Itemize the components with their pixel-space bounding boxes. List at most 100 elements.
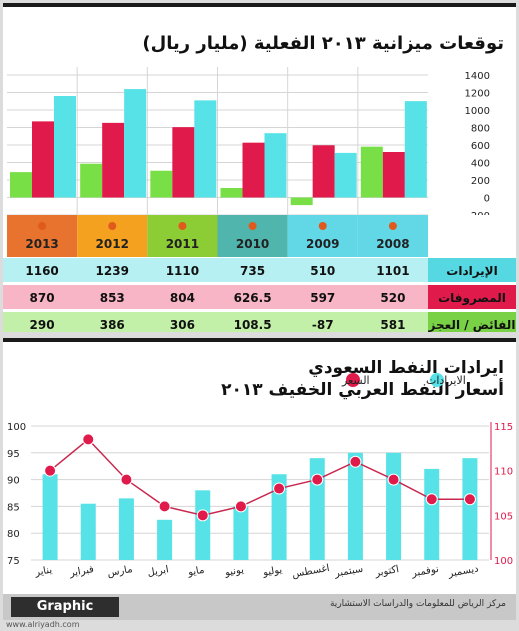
month-label: مارس [106,564,133,579]
bar [382,152,405,198]
left-tick-label: 95 [7,449,20,460]
year-label: 2012 [96,237,129,251]
band-filler [428,215,516,257]
table-cell: 386 [100,318,125,332]
bar [347,452,363,560]
budget-chart: 1400120010008006004002000-20020132012201… [3,67,516,332]
brand-info: مركز الرياض للمعلومات والدراسات الاستشار… [329,599,506,609]
table-row-header [428,285,516,309]
right-tick-label: 115 [494,422,513,433]
month-label: سبتمبر [333,564,364,580]
month-label: يونيو [223,564,245,578]
bar [42,474,58,560]
month-label: نوفمبر [410,564,440,580]
price-point [120,473,133,486]
legend-swatch-price [346,373,360,387]
table-row-label: الفائض / العجز [428,318,516,332]
bar [242,142,265,198]
oil-chart: الايرادات السعر 100 95 90 85 80 75 115 110 105 100 ي… [7,373,513,580]
website-url: www.alriyadh.com [6,620,80,629]
bar [404,101,427,198]
table-row-header [428,258,516,282]
oil-panel: ايرادات النفط السعودي أسعار النفط العربي… [3,338,516,596]
year-marker [248,222,257,230]
legend-label-revenue: الايرادات [426,374,466,387]
bar [462,458,478,560]
bar [312,145,335,198]
month-label: فبراير [68,564,95,579]
month-label: ديسمبر [447,563,480,579]
bar [386,452,402,560]
table-cell: 1160 [25,264,58,278]
price-point [158,500,171,513]
bar [264,133,287,198]
price-point [82,433,95,446]
year-label: 2011 [166,237,199,251]
table-cell: 510 [310,264,335,278]
left-tick-label: 85 [7,502,20,513]
left-tick-label: 90 [7,476,20,487]
year-label: 2010 [236,237,269,251]
table-cell: 306 [170,318,195,332]
month-label: اكتوبر [373,564,400,579]
price-line [49,438,470,517]
bar [118,498,134,560]
right-tick-label: 105 [494,511,513,522]
oil-chart-subtitle: أسعار النفط العربي الخفيف ٢٠١٣ [221,380,504,400]
right-tick-label: 100 [494,556,513,567]
table-cell: 1101 [376,264,409,278]
month-label: مايو [186,565,205,579]
bar [271,474,287,560]
year-label: 2009 [306,237,339,251]
table-cell: 735 [240,264,265,278]
table-cell: 597 [310,291,335,305]
table-cell: 804 [170,291,195,305]
price-point [196,509,209,522]
price-point [387,473,400,486]
price-point [349,455,362,468]
bar [309,458,325,560]
price-point [234,500,247,513]
year-label: 2008 [376,237,409,251]
left-tick-label: 75 [7,556,20,567]
price-point [463,493,476,506]
bar [32,121,54,198]
table-cell: 1239 [96,264,129,278]
brand-logo: Graphic [11,597,119,617]
table-cell: 1110 [166,264,199,278]
budget-panel: توقعات ميزانية ٢٠١٣ الفعلية (مليار ريال)… [3,3,516,332]
table-row [3,312,516,332]
budget-chart-title: توقعات ميزانية ٢٠١٣ الفعلية (مليار ريال) [142,33,504,54]
bar [54,96,76,198]
price-point [425,493,438,506]
price-point [311,473,324,486]
bar [290,197,313,206]
bar [124,89,147,198]
table-row-label: المصروفات [438,291,506,306]
left-tick-label: 100 [7,422,26,433]
bar [150,170,173,198]
table-cell: 626.5 [234,291,272,305]
price-point [44,464,57,477]
month-label: اغسطس [291,563,330,580]
year-band [357,215,428,257]
right-tick-label: 110 [494,467,513,478]
y-tick-label: 1200 [465,89,490,100]
month-label: ابريل [147,564,170,579]
y-tick-label: 1400 [465,71,490,82]
y-tick-label: 400 [471,159,490,170]
table-cell: 853 [100,291,125,305]
bar [80,503,96,560]
y-tick-label: 1000 [465,106,490,117]
table-row-label: الإيرادات [446,264,497,278]
bar [195,490,211,560]
bar [220,188,243,198]
table-cell: 581 [380,318,405,332]
year-marker [388,222,397,230]
table-cell: -87 [312,318,334,332]
footer: Graphic مركز الرياض للمعلومات والدراسات … [3,594,516,620]
bar [80,163,103,198]
bar [102,122,125,198]
legend-swatch-revenue [430,373,444,387]
month-label: يوليو [261,564,283,578]
